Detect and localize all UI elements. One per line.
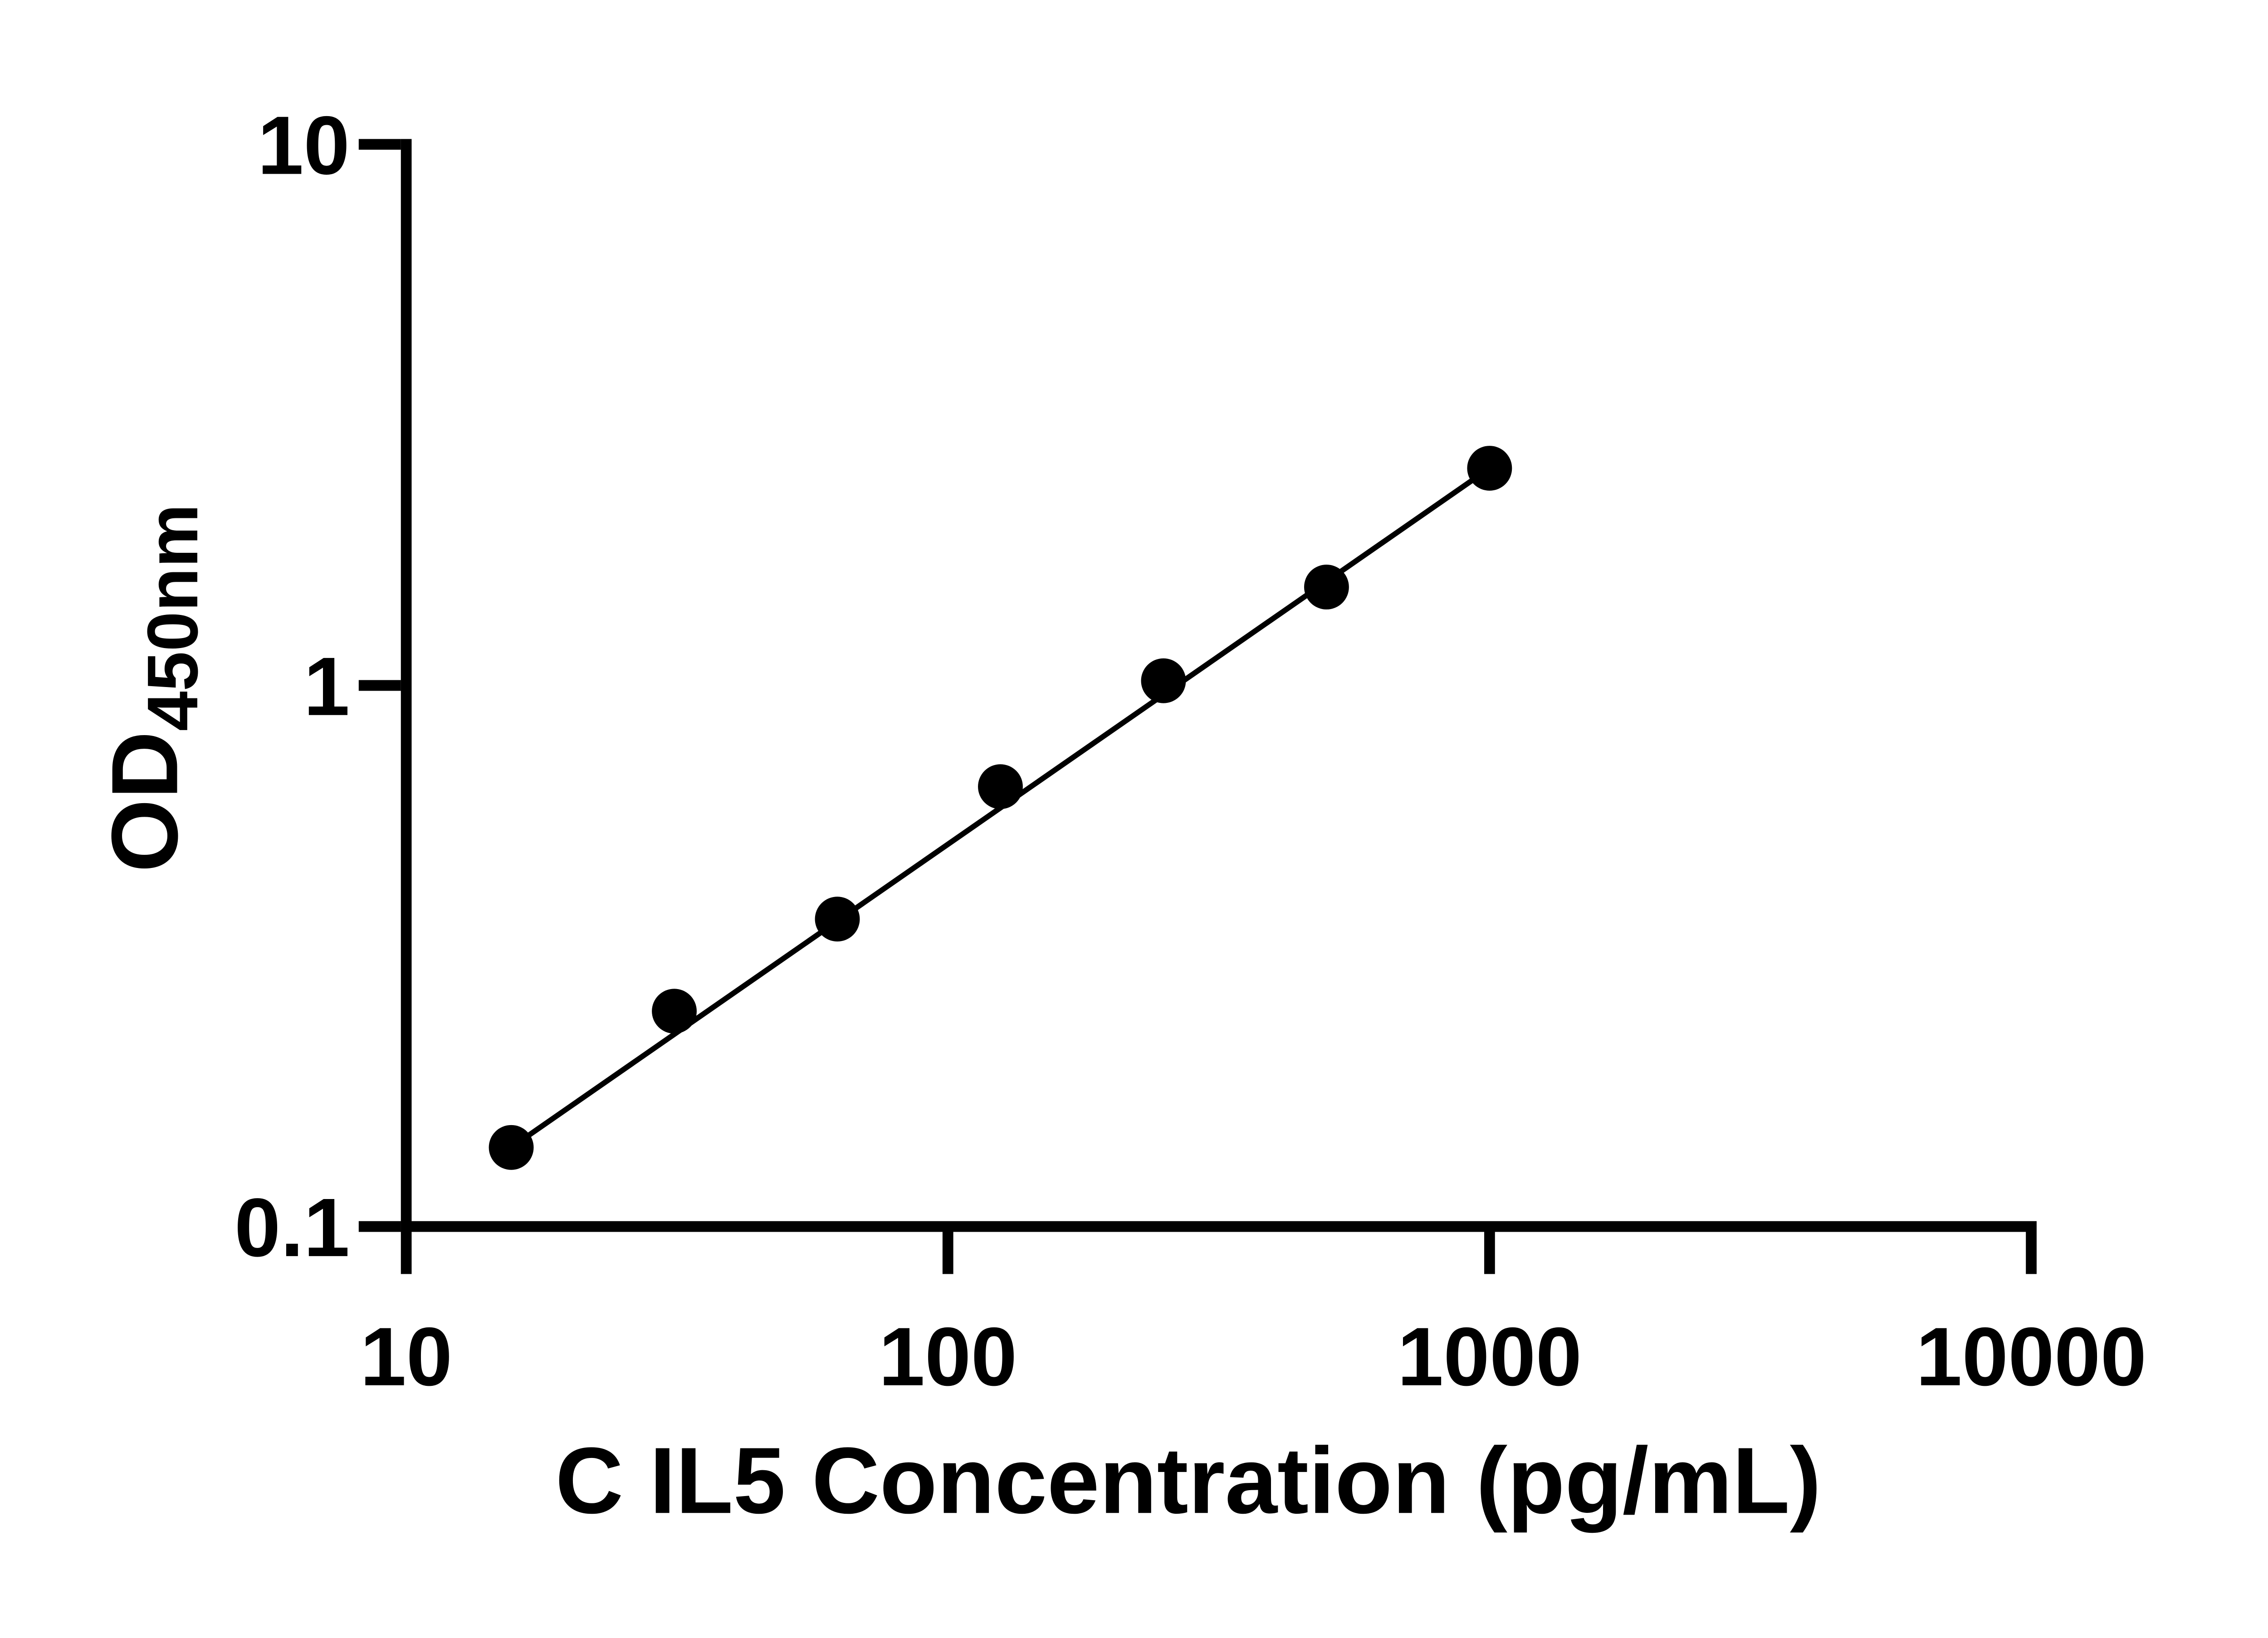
data-layer bbox=[489, 446, 1512, 1170]
y-tick-label: 0.1 bbox=[235, 1181, 350, 1274]
x-tick-label: 10 bbox=[360, 1310, 452, 1403]
data-point-marker bbox=[652, 989, 697, 1034]
x-axis-title: C IL5 Concentration (pg/mL) bbox=[555, 1428, 1821, 1533]
y-axis-title: OD450nm bbox=[92, 504, 212, 873]
y-axis-title-main: OD bbox=[92, 731, 197, 872]
data-point-marker bbox=[1304, 565, 1349, 609]
data-point-marker bbox=[1467, 446, 1512, 491]
axes-layer: 0.1 1 10 10 100 1000 10000 bbox=[235, 99, 2146, 1403]
y-tick-label: 1 bbox=[303, 640, 350, 733]
data-point-marker bbox=[815, 897, 860, 942]
y-axis-title-subscript: 450nm bbox=[132, 504, 213, 731]
data-point-marker bbox=[1141, 658, 1186, 703]
x-tick-label: 100 bbox=[879, 1310, 1017, 1403]
x-tick-label: 1000 bbox=[1398, 1310, 1582, 1403]
data-point-marker bbox=[978, 764, 1023, 809]
x-tick-label: 10000 bbox=[1916, 1310, 2147, 1403]
data-point-marker bbox=[489, 1125, 534, 1170]
y-tick-label: 10 bbox=[258, 99, 350, 192]
